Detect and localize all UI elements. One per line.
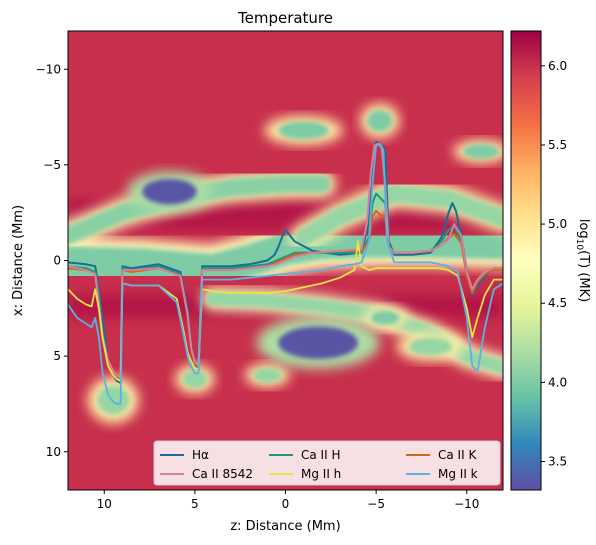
temperature-region xyxy=(244,363,290,387)
legend-item: Ca II K xyxy=(406,448,477,462)
x-axis-label: z: Distance (Mm) xyxy=(230,519,340,534)
temperature-region xyxy=(264,115,343,145)
colorbar-tick-label: 4.5 xyxy=(548,296,567,310)
x-tick-label: 5 xyxy=(191,497,199,511)
legend-label: Ca II 8542 xyxy=(192,467,253,481)
y-axis: −10 −5 0 5 10 xyxy=(36,62,68,459)
legend-item: Mg II k xyxy=(406,467,478,481)
temperature-region xyxy=(175,364,215,394)
colorbar-tick-label: 6.0 xyxy=(548,59,567,73)
temperature-region xyxy=(360,103,400,139)
colorbar-tick-label: 5.0 xyxy=(548,217,567,231)
colorbar-tick-label: 3.5 xyxy=(548,455,567,469)
y-axis-label: x: Distance (Mm) xyxy=(11,205,26,316)
series-line-6 xyxy=(68,142,503,405)
y-tick-label: 5 xyxy=(53,349,61,363)
y-tick-label: 0 xyxy=(53,254,61,268)
legend-label: Hα xyxy=(192,448,209,462)
temperature-region xyxy=(88,376,139,424)
temperature-region xyxy=(453,139,503,164)
x-tick-label: −5 xyxy=(367,497,385,511)
colorbar: 3.5 4.0 4.5 5.0 5.5 6.0 log10(T) (MK) xyxy=(510,30,591,491)
x-axis: 10 5 0 −5 −10 xyxy=(97,490,479,511)
temperature-region xyxy=(256,316,380,369)
series-line-5 xyxy=(68,240,503,382)
colorbar-label: log10(T) (MK) xyxy=(574,219,591,302)
series-lines xyxy=(68,140,503,405)
legend-item: Hα xyxy=(160,448,209,462)
legend-label: Mg II h xyxy=(301,467,341,481)
temperature-region xyxy=(127,171,212,212)
temperature-region xyxy=(396,332,465,362)
y-tick-label: −5 xyxy=(43,158,61,172)
legend: Hα Ca II H Ca II K Ca II 8542 Mg II h Mg II k xyxy=(153,440,501,486)
legend-label: Ca II H xyxy=(301,448,340,462)
x-tick-label: 0 xyxy=(282,497,290,511)
y-tick-label: −10 xyxy=(36,62,61,76)
legend-item: Ca II 8542 xyxy=(160,467,253,481)
temperature-region xyxy=(289,179,503,252)
legend-item: Mg II h xyxy=(269,467,341,481)
heatmap xyxy=(68,31,503,490)
colorbar-tick-label: 5.5 xyxy=(548,138,567,152)
legend-item: Ca II H xyxy=(269,448,340,462)
chart-title: Temperature xyxy=(237,9,333,27)
x-tick-label: 10 xyxy=(97,497,112,511)
colorbar-gradient xyxy=(510,30,542,491)
legend-label: Ca II K xyxy=(438,448,477,462)
legend-label: Mg II k xyxy=(438,467,478,481)
x-tick-label: −10 xyxy=(454,497,479,511)
temperature-region xyxy=(362,306,408,330)
y-tick-label: 10 xyxy=(46,445,61,459)
colorbar-tick-label: 4.0 xyxy=(548,375,567,389)
